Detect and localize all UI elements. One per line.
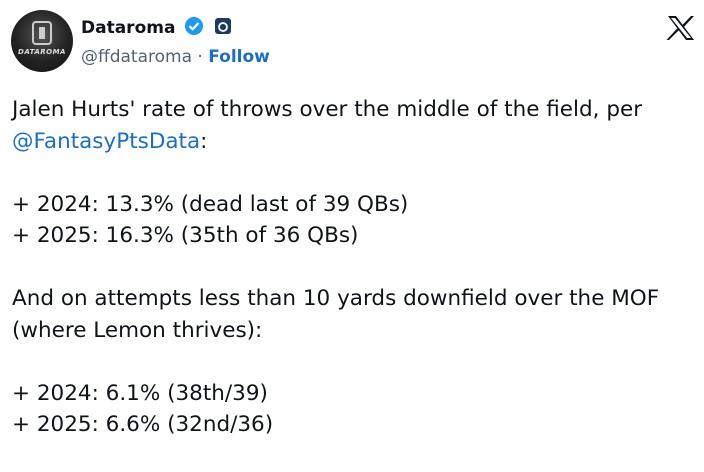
list-item: + 2024: 13.3% (dead last of 39 QBs) (12, 191, 409, 217)
tweet-text: Jalen Hurts' rate of throws over the mid… (12, 94, 696, 472)
verified-badge (185, 17, 204, 35)
author-name[interactable]: Dataroma (81, 16, 232, 38)
follow-button[interactable]: Follow (208, 47, 270, 67)
list-item: + 2025: 16.3% (35th of 36 QBs) (12, 223, 359, 248)
avatar[interactable]: DATAROMA (11, 10, 73, 72)
list-2: + 2024: 6.1% (38th/39) + 2025: 6.6% (32nd… (12, 378, 696, 441)
intro-paragraph: Jalen Hurts' rate of throws over the mid… (12, 94, 696, 157)
author-name-text: Dataroma (81, 18, 176, 38)
outro: And on attempts less than 10 yards downf… (12, 286, 660, 343)
handle-row: @ffdataroma · Follow (81, 47, 270, 67)
handle[interactable]: @ffdataroma (81, 47, 192, 67)
intro-end: : (200, 128, 208, 154)
mention[interactable]: @FantasyPtsData (12, 128, 201, 154)
outro-paragraph: And on attempts less than 10 yards downf… (12, 283, 696, 346)
avatar-text: DATAROMA (18, 48, 66, 56)
list-1: + 2024: 13.3% (dead last of 39 QBs) + 202… (12, 189, 696, 252)
affiliate-badge (215, 18, 232, 34)
separator: · (197, 47, 203, 67)
x-logo[interactable] (666, 14, 696, 42)
list-item: + 2024: 6.1% (38th/39) (12, 380, 268, 406)
list-item: + 2025: 6.6% (32nd/36) (12, 412, 274, 437)
intro: Jalen Hurts' rate of throws over the mid… (12, 97, 643, 122)
page: DATAROMA Dataroma @ffdataroma · Follow J… (11, 10, 696, 437)
avatar-icon (32, 21, 52, 45)
